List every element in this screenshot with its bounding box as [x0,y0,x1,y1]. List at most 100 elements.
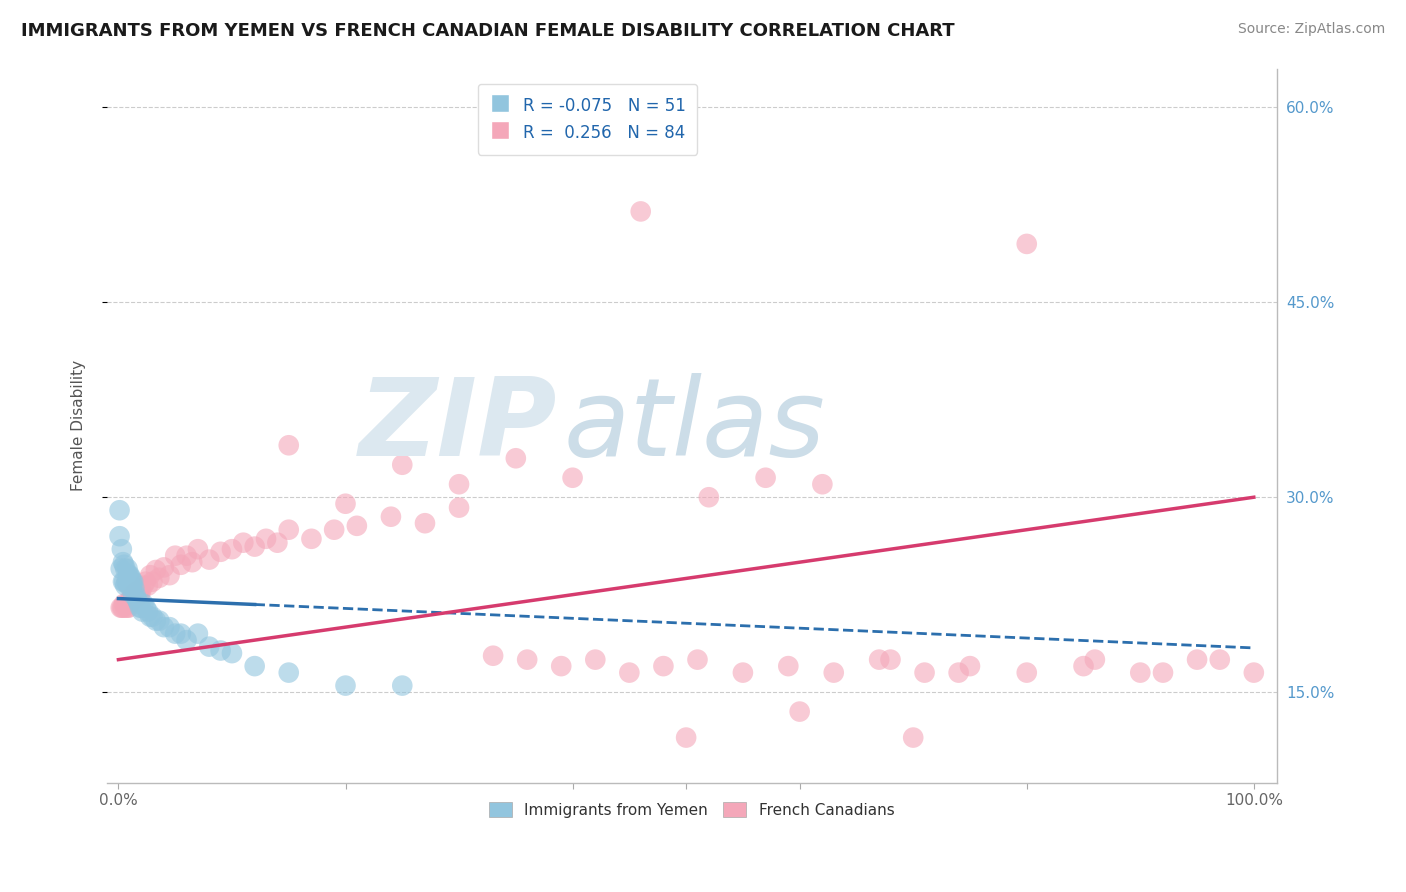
Point [115,574,138,589]
Point [516,652,538,666]
Point [117,578,139,592]
Point [583,652,606,666]
Point [117,574,139,589]
Point [120,591,142,606]
Point [181,555,204,569]
Text: IMMIGRANTS FROM YEMEN VS FRENCH CANADIAN FEMALE DISABILITY CORRELATION CHART: IMMIGRANTS FROM YEMEN VS FRENCH CANADIAN… [21,22,955,40]
Point [505,451,527,466]
Point [124,588,146,602]
Point [176,633,198,648]
Point [914,665,936,680]
Point [128,597,150,611]
Point [675,731,697,745]
Point [868,652,890,666]
Point [301,532,323,546]
Point [1185,652,1208,666]
Point [120,578,142,592]
Point [323,523,346,537]
Point [118,568,141,582]
Point [209,643,232,657]
Point [111,600,134,615]
Point [124,581,146,595]
Point [413,516,436,531]
Point [139,609,162,624]
Point [731,665,754,680]
Point [111,600,134,615]
Point [129,588,152,602]
Point [117,600,139,615]
Point [447,477,470,491]
Point [221,542,243,557]
Point [652,659,675,673]
Point [187,626,209,640]
Point [1084,652,1107,666]
Point [243,540,266,554]
Point [697,490,720,504]
Point [108,503,131,517]
Point [789,705,811,719]
Point [114,600,136,615]
Point [136,605,159,619]
Point [823,665,845,680]
Point [124,588,146,602]
Point [127,588,149,602]
Point [686,652,709,666]
Point [114,562,136,576]
Point [1073,659,1095,673]
Text: atlas: atlas [564,373,825,478]
Point [159,568,181,582]
Point [198,640,221,654]
Point [132,578,155,592]
Point [630,204,652,219]
Point [141,574,163,589]
Point [124,591,146,606]
Point [1015,236,1038,251]
Point [335,679,357,693]
Point [122,591,145,606]
Point [114,578,136,592]
Point [1243,665,1265,680]
Point [948,665,970,680]
Point [380,509,402,524]
Point [117,568,139,582]
Point [335,497,357,511]
Point [121,574,143,589]
Point [232,535,254,549]
Point [254,532,277,546]
Point [117,562,139,576]
Point [129,583,152,598]
Point [277,523,299,537]
Point [1209,652,1232,666]
Point [277,438,299,452]
Point [170,626,193,640]
Point [121,578,143,592]
Point [346,518,368,533]
Text: Source: ZipAtlas.com: Source: ZipAtlas.com [1237,22,1385,37]
Point [115,597,138,611]
Point [755,471,778,485]
Point [145,614,167,628]
Point [561,471,583,485]
Point [110,600,132,615]
Point [482,648,505,663]
Point [132,597,155,611]
Point [139,568,162,582]
Point [118,578,141,592]
Point [112,558,135,572]
Point [112,597,135,611]
Y-axis label: Female Disability: Female Disability [72,360,86,491]
Point [121,588,143,602]
Point [118,597,141,611]
Legend: Immigrants from Yemen, French Canadians: Immigrants from Yemen, French Canadians [482,794,903,825]
Point [159,620,181,634]
Point [198,552,221,566]
Text: ZIP: ZIP [359,373,557,479]
Point [277,665,299,680]
Point [903,731,925,745]
Point [122,588,145,602]
Point [153,620,176,634]
Point [145,563,167,577]
Point [176,549,198,563]
Point [148,614,170,628]
Point [111,542,134,557]
